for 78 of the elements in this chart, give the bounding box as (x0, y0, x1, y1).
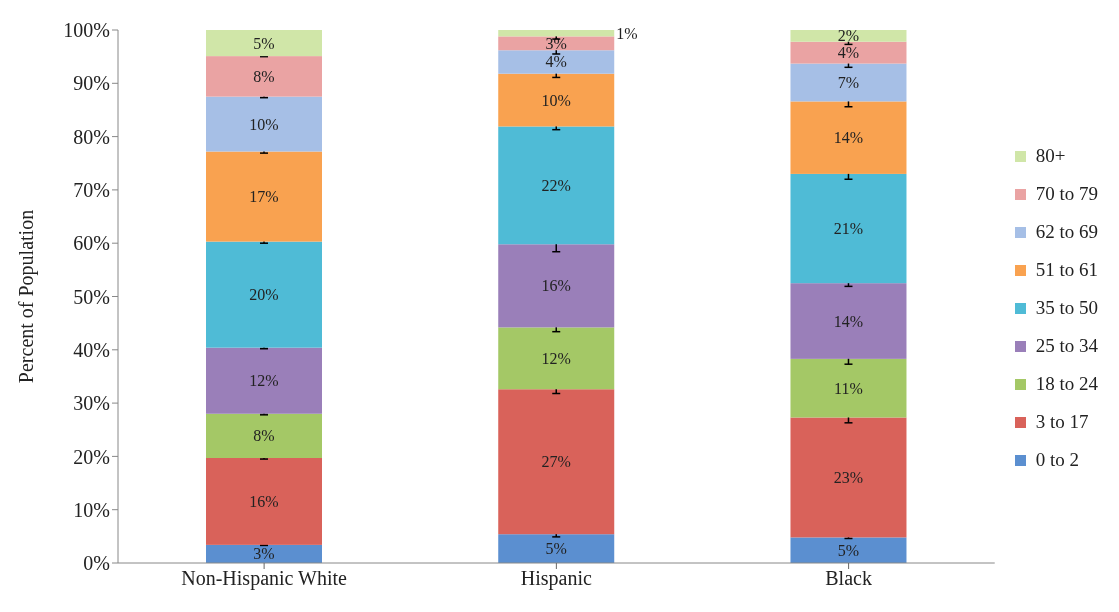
data-label: 10% (541, 91, 571, 109)
legend-label: 51 to 61 (1035, 259, 1098, 281)
data-label: 14% (833, 129, 864, 147)
bar (206, 544, 322, 563)
x-tick-label: Non-Hispanic White (181, 567, 348, 591)
y-tick-label: 10% (73, 498, 110, 521)
y-tick-label: 60% (73, 232, 110, 255)
data-label: 8% (253, 67, 275, 85)
y-axis-title: Percent of Population (15, 209, 39, 384)
legend-label: 25 to 34 (1035, 335, 1098, 357)
data-label: 3% (253, 545, 275, 563)
y-tick-label: 70% (73, 179, 110, 201)
bar (206, 458, 322, 545)
data-label: 3% (545, 34, 567, 52)
data-label: 2% (837, 27, 860, 45)
legend-label: 80+ (1035, 145, 1066, 167)
bar (498, 126, 615, 245)
bar (498, 534, 615, 563)
bar (206, 56, 322, 97)
data-label: 12% (541, 349, 571, 367)
y-tick-label: 50% (73, 285, 110, 308)
x-tick-label: Black (825, 567, 872, 590)
bar (206, 413, 322, 458)
bar (498, 389, 615, 535)
data-label: 12% (249, 372, 279, 390)
data-label: 16% (541, 277, 571, 295)
data-label: 4% (837, 44, 860, 62)
legend-label: 35 to 50 (1035, 297, 1098, 319)
data-label: 1% (616, 24, 638, 42)
bar (206, 347, 322, 414)
bar (206, 151, 322, 242)
data-label: 17% (249, 188, 279, 206)
y-tick-label: 20% (73, 445, 110, 468)
data-label: 27% (541, 453, 571, 471)
data-label: 16% (249, 492, 279, 510)
bar (790, 30, 907, 42)
bar (498, 30, 615, 37)
legend-label: 0 to 2 (1035, 449, 1079, 471)
data-label: 23% (833, 468, 864, 486)
y-tick-label: 90% (73, 72, 110, 95)
data-label: 14% (833, 312, 864, 330)
legend-label: 62 to 69 (1035, 221, 1098, 243)
bar (498, 73, 615, 127)
bar (790, 101, 907, 174)
legend-label: 3 to 17 (1035, 411, 1089, 433)
bar (790, 537, 907, 563)
data-label: 11% (834, 379, 863, 397)
data-label: 5% (837, 541, 860, 559)
data-label: 5% (253, 34, 275, 52)
bar (498, 50, 615, 74)
bar (206, 30, 322, 57)
data-label: 5% (545, 540, 567, 558)
x-tick-label: Hispanic (520, 567, 593, 591)
bar (790, 358, 907, 418)
bar (790, 417, 907, 538)
data-label: 7% (837, 74, 860, 91)
legend-label: 70 to 79 (1035, 183, 1098, 205)
bar (790, 173, 907, 284)
data-label: 8% (253, 427, 275, 445)
bar (498, 327, 615, 390)
y-tick-label: 40% (73, 338, 110, 361)
bar (498, 244, 615, 328)
bar (206, 241, 322, 348)
data-label: 10% (249, 115, 279, 133)
y-tick-label: 0% (83, 552, 110, 575)
bar (206, 96, 322, 152)
bar (790, 63, 907, 102)
data-label: 20% (249, 286, 279, 304)
y-tick-label: 100% (63, 19, 110, 42)
data-label: 22% (541, 176, 571, 194)
bar (790, 41, 907, 64)
y-tick-label: 80% (73, 125, 110, 148)
legend-label: 18 to 24 (1035, 373, 1098, 395)
data-label: 4% (545, 53, 567, 71)
y-tick-label: 30% (73, 392, 110, 415)
bar (498, 36, 615, 51)
bar (790, 283, 907, 359)
data-label: 21% (833, 220, 864, 238)
